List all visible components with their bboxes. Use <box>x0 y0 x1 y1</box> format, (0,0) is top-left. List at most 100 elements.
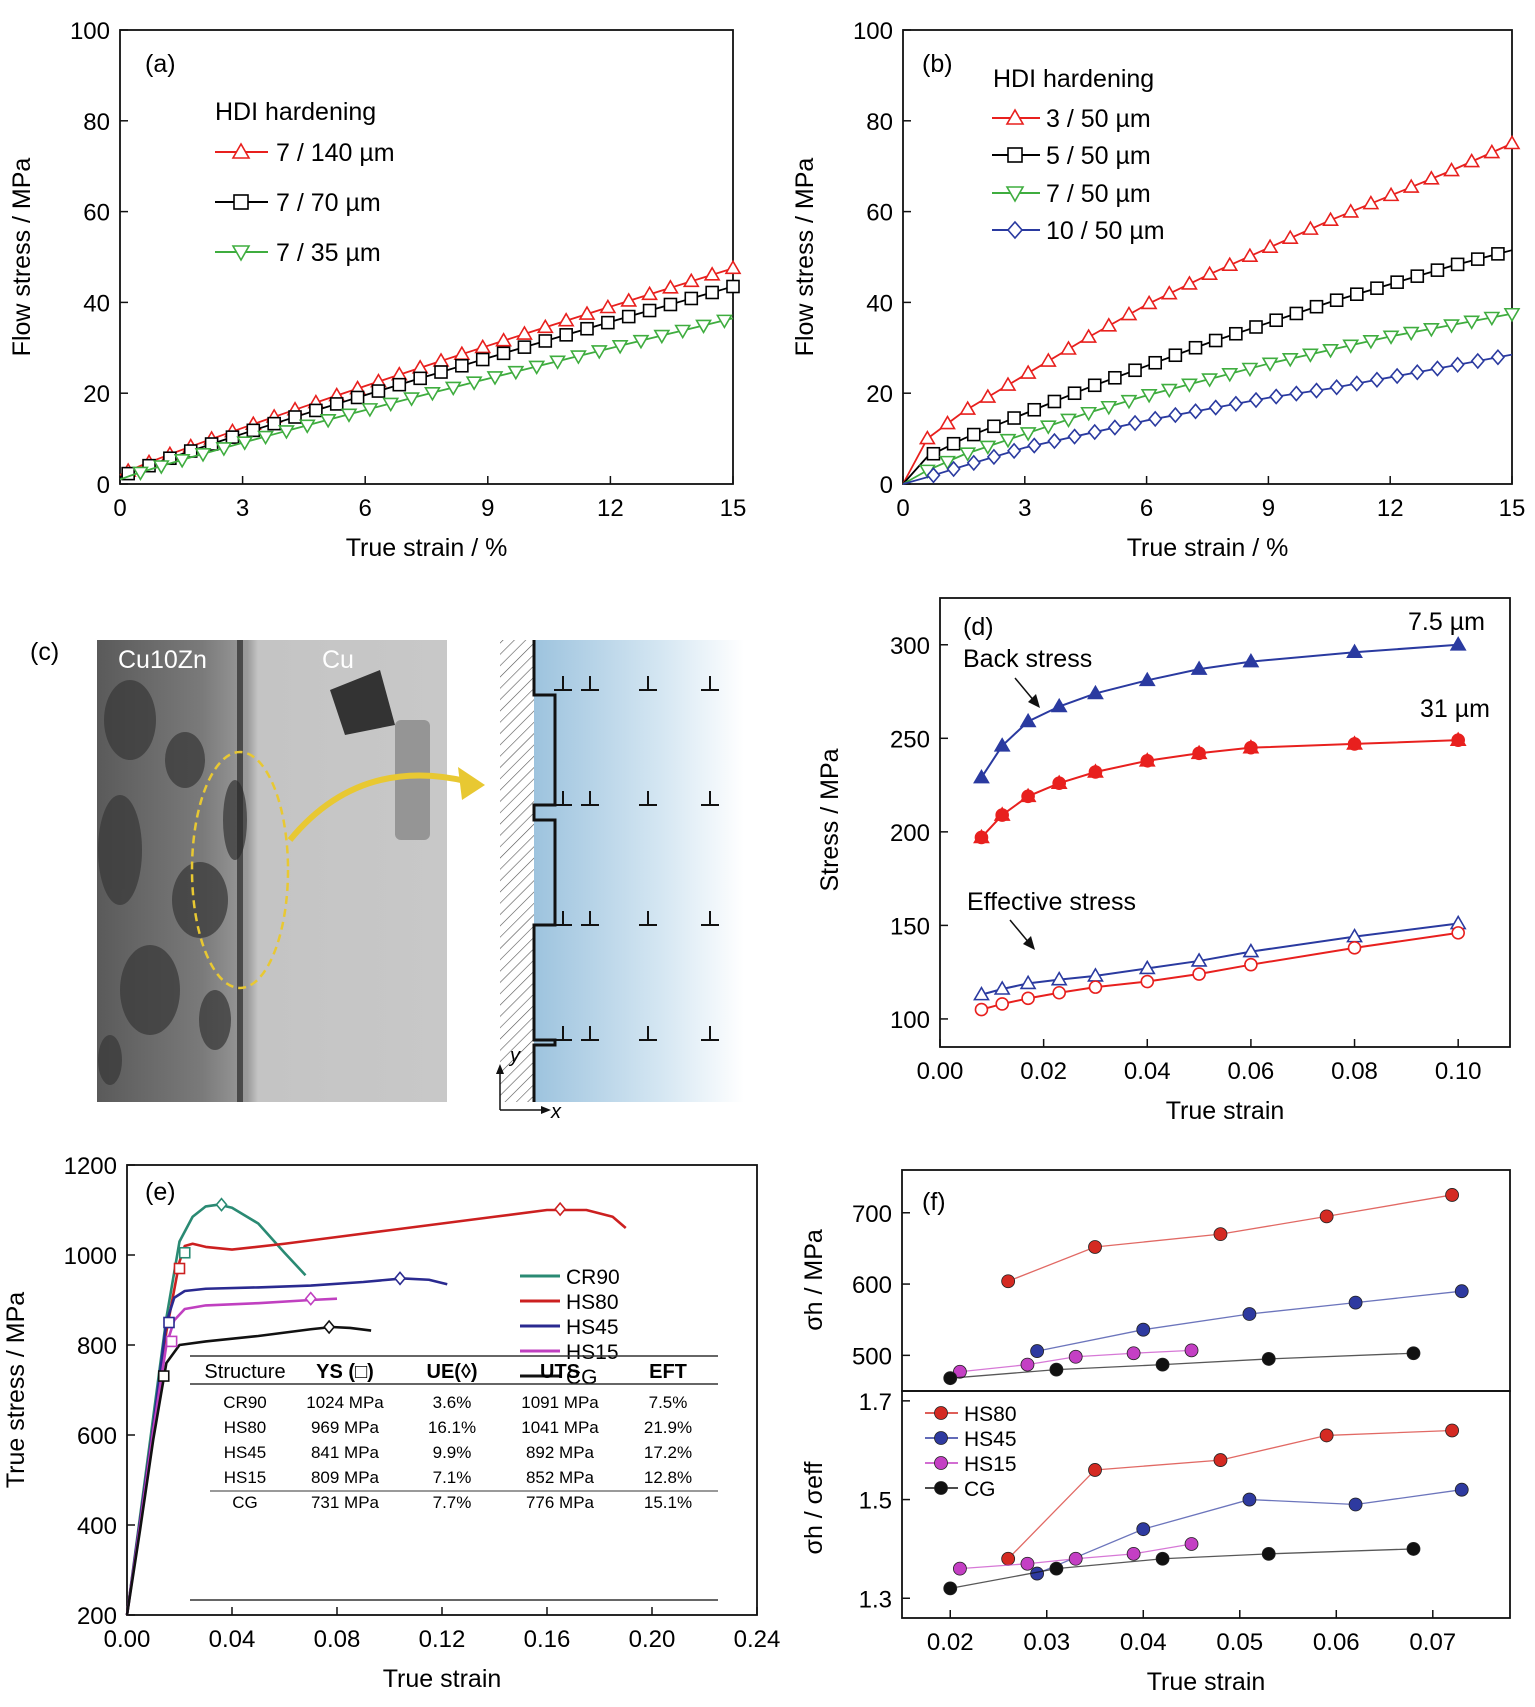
series-d-2-marker <box>1190 952 1208 967</box>
effective-stress-arrow <box>1009 919 1031 945</box>
d-x-tick-label: 0.04 <box>1124 1058 1171 1085</box>
series-a-0-marker <box>495 332 512 347</box>
table-header-3: UTS <box>540 1361 580 1383</box>
series-b-2-marker <box>1019 427 1037 442</box>
series-d-2-marker <box>1050 971 1068 986</box>
f_bottom-y-tick-label: 1.3 <box>859 1586 892 1613</box>
e-x-tick-label: 0.04 <box>209 1626 256 1653</box>
series-a-1-marker <box>705 285 719 300</box>
series-a-2-marker <box>173 454 191 469</box>
legend-b-3-marker <box>1006 220 1024 240</box>
e-y-tick-label: 1200 <box>64 1153 117 1180</box>
series-b-3-marker <box>986 448 1001 466</box>
series-b-1-marker <box>1007 411 1021 425</box>
series-b-1-marker <box>1229 326 1243 341</box>
series-d-3-marker <box>974 1002 989 1017</box>
series-a-1-marker <box>329 397 344 411</box>
f_bottom-x-tick-label: 0.05 <box>1216 1629 1263 1656</box>
series-a-2-marker <box>215 442 233 457</box>
series-d-3-marker <box>1021 991 1035 1006</box>
legend-f-0-text: HS80 <box>964 1403 1017 1426</box>
series-fb-2-point <box>1068 1551 1083 1566</box>
series-e-1-line <box>125 1208 627 1616</box>
series-fb-2-point <box>1020 1556 1035 1571</box>
table-header-4: EFT <box>649 1361 687 1383</box>
series-ft-1-line <box>1036 1290 1462 1352</box>
series-fb-3-point <box>1406 1542 1421 1556</box>
series-a-1-marker <box>246 423 261 438</box>
b-y-tick-label: 0 <box>880 472 893 499</box>
series-a-2-marker <box>257 430 274 446</box>
series-b-0-marker <box>1402 178 1420 193</box>
series-b-3-marker <box>1027 437 1042 454</box>
legend-a-0-text: 7 / 140 µm <box>276 139 395 167</box>
e-plot-frame <box>126 1164 758 1616</box>
series-a-0-marker <box>557 312 575 327</box>
series-d-0-marker <box>1190 660 1208 675</box>
series-b-1-marker <box>1491 247 1505 261</box>
b-x-tick-label: 12 <box>1377 495 1404 522</box>
f_top-y-tick-label: 700 <box>852 1201 892 1228</box>
legend-f-2-marker <box>934 1456 948 1470</box>
table-header-0: Structure <box>204 1361 285 1383</box>
table-cell: 969 MPa <box>311 1418 380 1437</box>
series-ft-2-point <box>1126 1346 1141 1361</box>
series-d-2-line <box>981 922 1459 996</box>
zoom-arrowhead <box>458 767 485 800</box>
series-b-1-marker <box>1430 263 1445 277</box>
f_top-y-tick-label: 500 <box>852 1343 892 1370</box>
panel-e-chart: 0.00 0.04 0.08 0.12 0.16 0.20 0.24 200 400 600 800… <box>2 1153 780 1693</box>
series-d-3-marker <box>995 997 1009 1011</box>
table-cell: 7.7% <box>433 1493 472 1512</box>
xy-axes: y x <box>496 1045 562 1123</box>
series-b-3-marker <box>1470 352 1485 370</box>
series-ft-2-point <box>1068 1349 1083 1364</box>
series-b-2-marker <box>1120 394 1138 410</box>
series-b-0-line <box>902 142 1513 485</box>
panel-d-y-axis-label: Stress / MPa <box>816 748 844 891</box>
series-a-0-marker <box>516 325 533 340</box>
a-x-axis-label: True strain / % <box>346 534 508 562</box>
series-ft-1-point <box>1242 1307 1257 1321</box>
d-y-tick-label: 150 <box>890 913 930 940</box>
series-a-1-marker <box>350 390 365 405</box>
series-b-1-marker <box>1289 306 1304 321</box>
series-b-2-marker <box>1302 348 1319 363</box>
panel-f-bottom-y-axis-label: σh / σeff <box>800 1461 828 1554</box>
series-b-2-marker <box>1322 343 1339 359</box>
series-ft-0-line <box>1007 1194 1453 1282</box>
table-header-1: YS (□) <box>316 1361 374 1383</box>
series-b-0-marker <box>1181 275 1198 290</box>
series-b-0-marker <box>939 414 956 430</box>
series-ft-1-point <box>1348 1295 1363 1310</box>
d-x-tick-label: 0.08 <box>1331 1058 1378 1085</box>
series-a-2-marker <box>278 425 295 440</box>
series-b-2-marker <box>959 447 977 462</box>
series-a-2-marker <box>674 324 692 340</box>
series-a-1-marker <box>309 403 323 418</box>
a-y-tick-label: 60 <box>83 200 110 227</box>
e-x-tick-label: 0.08 <box>314 1626 361 1653</box>
b-y-tick-label: 40 <box>866 290 893 317</box>
interface-line <box>237 640 243 1102</box>
series-b-0-marker <box>1120 305 1138 321</box>
e-marker-8 <box>304 1291 317 1306</box>
f_bottom-x-tick-label: 0.03 <box>1023 1629 1070 1656</box>
e-marker-5 <box>215 1197 228 1212</box>
e-marker-2 <box>163 1316 175 1329</box>
series-d-3-marker <box>1347 941 1362 955</box>
series-a-2-marker <box>361 403 379 418</box>
series-d-3-marker <box>1052 985 1066 1000</box>
series-b-0-marker <box>1100 317 1118 332</box>
series-fb-3-point <box>1155 1551 1170 1566</box>
series-d-3-marker <box>1088 980 1103 994</box>
series-b-2-marker <box>1402 326 1420 342</box>
series-b-1-marker <box>1027 402 1042 417</box>
series-b-0-marker <box>1261 238 1279 253</box>
panel-e-y-axis-label: True stress / MPa <box>2 1292 30 1488</box>
series-ft-3-point <box>1155 1357 1170 1372</box>
table-cell: 1024 MPa <box>306 1393 384 1412</box>
series-b-1-marker <box>1108 370 1122 385</box>
series-b-0-marker <box>1221 256 1239 272</box>
legend-e-2-text: HS45 <box>566 1316 619 1339</box>
